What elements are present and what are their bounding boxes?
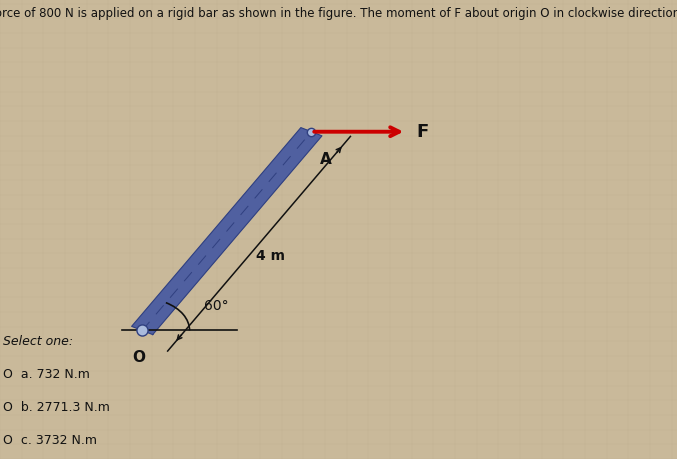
Text: O  a. 732 N.m: O a. 732 N.m — [3, 368, 90, 381]
Polygon shape — [136, 129, 318, 333]
Text: A force of 800 N is applied on a rigid bar as shown in the figure. The moment of: A force of 800 N is applied on a rigid b… — [0, 7, 677, 20]
Text: F: F — [416, 123, 429, 141]
Text: O  b. 2771.3 N.m: O b. 2771.3 N.m — [3, 401, 110, 414]
Polygon shape — [133, 128, 320, 334]
Polygon shape — [139, 131, 314, 331]
Text: A: A — [320, 152, 331, 168]
Polygon shape — [131, 128, 322, 335]
Text: O: O — [132, 350, 146, 365]
Polygon shape — [137, 130, 316, 332]
Text: Select one:: Select one: — [3, 335, 74, 348]
Polygon shape — [134, 129, 320, 334]
Text: 60°: 60° — [204, 299, 228, 313]
Polygon shape — [131, 128, 322, 335]
Text: 4 m: 4 m — [255, 249, 284, 263]
Text: O  c. 3732 N.m: O c. 3732 N.m — [3, 434, 97, 447]
